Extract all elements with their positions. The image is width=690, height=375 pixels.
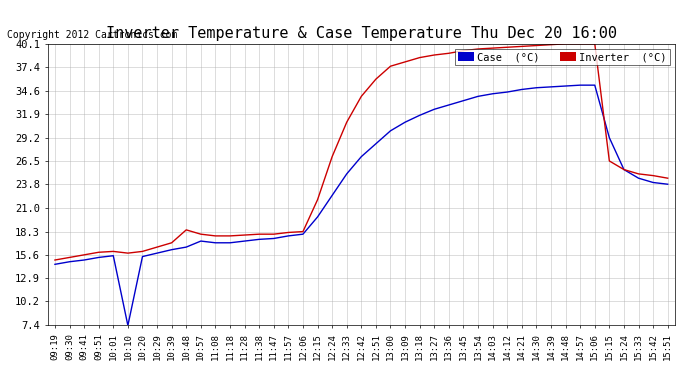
- Legend: Case  (°C), Inverter  (°C): Case (°C), Inverter (°C): [455, 49, 670, 66]
- Title: Inverter Temperature & Case Temperature Thu Dec 20 16:00: Inverter Temperature & Case Temperature …: [106, 26, 617, 41]
- Text: Copyright 2012 Cartronics.com: Copyright 2012 Cartronics.com: [7, 30, 177, 39]
